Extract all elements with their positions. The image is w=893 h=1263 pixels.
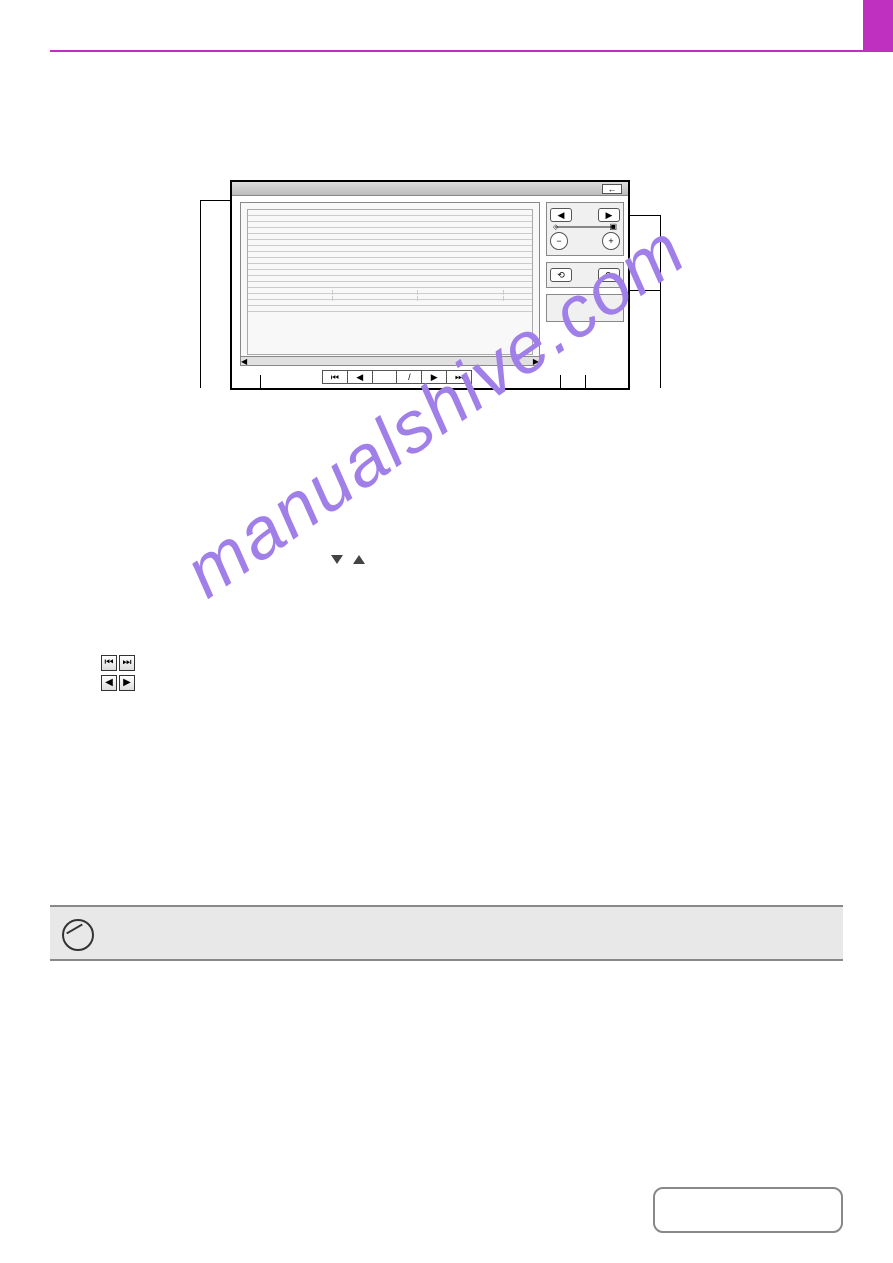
document-preview [240, 202, 540, 362]
prev-page-button[interactable]: ◀ [348, 371, 373, 383]
callout-line [200, 200, 230, 201]
callout-line [585, 375, 586, 389]
next-icon: ▶ [119, 675, 135, 691]
page: ← ⏮ ◀ / ▶ ⏭ ◀ [0, 0, 893, 1263]
accent-line [50, 50, 893, 52]
first-icon: ⏮ [101, 655, 117, 671]
callout-line [260, 375, 261, 389]
note-bar [50, 905, 843, 961]
callout-line [200, 200, 201, 388]
back-button[interactable]: ← [602, 184, 622, 194]
zoom-out-button[interactable]: − [550, 232, 568, 250]
nav-next-button[interactable]: ▶ [598, 208, 620, 222]
footer-box [653, 1187, 843, 1233]
callout-line [630, 290, 660, 291]
nav-prev-button[interactable]: ◀ [550, 208, 572, 222]
page-sep: / [397, 371, 422, 383]
note-icon [62, 919, 94, 951]
scroll-arrows-icon [328, 551, 368, 569]
rotate-right-button[interactable]: ⟳ [598, 268, 620, 282]
callout-line [560, 375, 561, 389]
next-page-button[interactable]: ▶ [422, 371, 447, 383]
horizontal-scrollbar[interactable] [240, 356, 540, 366]
callout-line [630, 215, 660, 216]
document-inner [247, 209, 533, 355]
side-controls: ◀ ▶ ◇ ▣ − + ⟲ ⟳ [546, 202, 624, 328]
rotate-panel: ⟲ ⟳ [546, 262, 624, 288]
prev-icon: ◀ [101, 675, 117, 691]
nav-icons-group: ⏮⏭ ◀▶ [100, 652, 136, 692]
titlebar: ← [232, 182, 628, 196]
last-page-button[interactable]: ⏭ [447, 371, 471, 383]
page-navigator: ⏮ ◀ / ▶ ⏭ [322, 370, 472, 384]
preview-screenshot: ← ⏮ ◀ / ▶ ⏭ ◀ [230, 180, 630, 390]
rotate-left-button[interactable]: ⟲ [550, 268, 572, 282]
extra-panel [546, 294, 624, 322]
callout-line [660, 215, 661, 388]
first-page-button[interactable]: ⏮ [323, 371, 348, 383]
zoom-in-button[interactable]: + [602, 232, 620, 250]
up-arrow-icon [353, 555, 365, 564]
page-input[interactable] [373, 371, 398, 383]
accent-tab [863, 0, 893, 50]
nav-panel: ◀ ▶ ◇ ▣ − + [546, 202, 624, 256]
down-arrow-icon [331, 555, 343, 564]
last-icon: ⏭ [119, 655, 135, 671]
